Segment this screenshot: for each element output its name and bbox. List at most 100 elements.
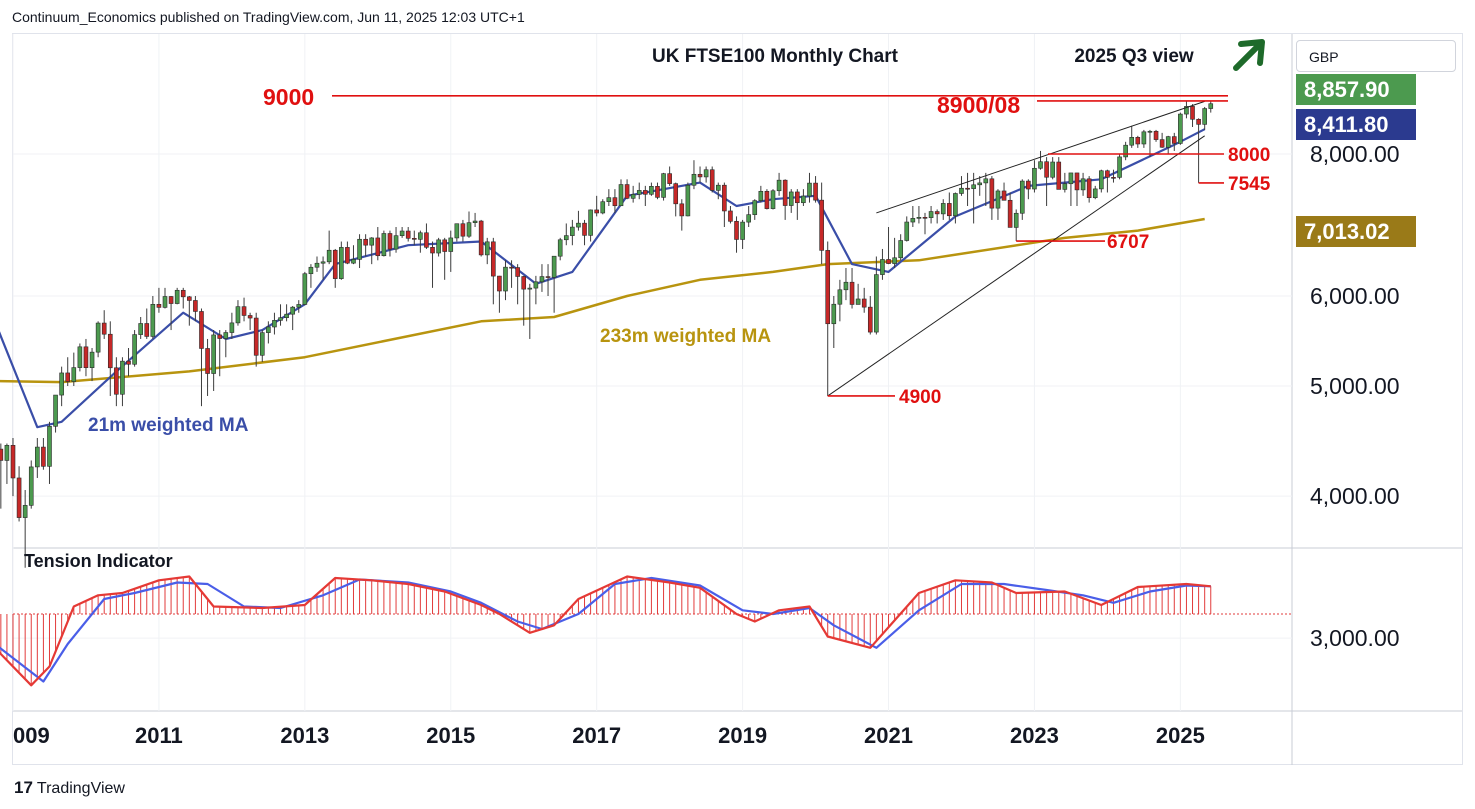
candle-body — [235, 306, 241, 324]
candle-body — [387, 233, 393, 250]
candle-body — [886, 259, 891, 264]
candle-body — [101, 322, 107, 335]
candle-body — [1050, 161, 1055, 178]
candle-body — [217, 334, 223, 339]
candle-body — [606, 197, 612, 203]
candle-body — [715, 184, 721, 191]
candle-body — [436, 239, 441, 254]
candle-body — [1190, 106, 1195, 120]
candle-body — [813, 182, 818, 201]
candle-body — [661, 173, 666, 198]
candle-body — [95, 322, 101, 353]
candle-body — [430, 247, 435, 254]
candle-body — [1062, 183, 1068, 190]
candle-body — [399, 230, 405, 236]
candle-body — [205, 348, 210, 374]
candle-body — [1026, 180, 1031, 190]
candle-body — [521, 276, 527, 290]
candle-body — [1099, 170, 1104, 190]
candle-body — [41, 446, 46, 467]
candle-body — [150, 303, 156, 337]
candle-body — [223, 332, 229, 339]
candle-body — [35, 446, 40, 468]
candle-body — [740, 221, 745, 240]
candle-body — [582, 222, 587, 236]
candle-body — [1044, 161, 1049, 178]
candle-body — [734, 221, 739, 240]
candle-body — [874, 274, 879, 333]
candle-body — [53, 394, 58, 427]
candle-body — [199, 311, 204, 349]
candle-body — [995, 190, 1001, 209]
candle-body — [1019, 180, 1025, 214]
candle-body — [1153, 130, 1159, 140]
candle-body — [1123, 144, 1128, 158]
candle-body — [193, 300, 198, 312]
candle-body — [1032, 167, 1037, 190]
candle-body — [47, 426, 52, 467]
x-tick-label: 2021 — [864, 723, 913, 748]
candle-body — [539, 276, 545, 283]
candle-body — [1001, 190, 1007, 201]
candle-body — [180, 289, 186, 298]
candle-body — [174, 289, 180, 304]
candle-body — [922, 217, 928, 219]
candle-body — [296, 304, 302, 308]
currency-selector[interactable]: GBP — [1296, 40, 1456, 72]
candle-body — [266, 326, 271, 333]
level-9000-label: 9000 — [263, 84, 314, 110]
candle-body — [533, 281, 539, 289]
candle-body — [259, 332, 265, 356]
candle-body — [673, 183, 679, 205]
candle-body — [977, 182, 983, 186]
tradingview-logo[interactable]: 17 TradingView — [14, 778, 125, 798]
candle-body — [934, 211, 940, 215]
candle-body — [351, 259, 356, 264]
candle-body — [880, 259, 885, 275]
candle-body — [563, 235, 569, 241]
candle-body — [77, 346, 83, 368]
candle-body — [1208, 103, 1214, 109]
candle-body — [241, 306, 247, 316]
candle-body — [120, 360, 125, 395]
candle-body — [527, 287, 533, 290]
candle-body — [849, 281, 855, 305]
candle-body — [764, 190, 770, 209]
candle-body — [947, 203, 952, 217]
candle-body — [752, 200, 758, 215]
candle-body — [667, 173, 672, 184]
tv-mark-icon: 17 — [14, 778, 33, 797]
candle-body — [588, 209, 593, 236]
x-tick-label: 2011 — [135, 723, 183, 748]
candle-body — [807, 182, 812, 197]
y-tick-label: 5,000.00 — [1310, 373, 1400, 399]
ma21-line — [0, 128, 1206, 429]
candle-body — [187, 296, 192, 301]
candle-body — [114, 367, 119, 395]
candle-body — [831, 303, 837, 325]
x-tick-label: 2019 — [718, 723, 767, 748]
candle-body — [284, 313, 289, 318]
candle-body — [679, 203, 685, 217]
ma21-label: 21m weighted MA — [88, 415, 249, 436]
candle-body — [509, 266, 514, 269]
candle-body — [910, 218, 916, 223]
y-tick-label: 4,000.00 — [1310, 483, 1400, 509]
candle-body — [0, 448, 4, 461]
candle-body — [375, 237, 381, 257]
candle-body — [83, 346, 89, 368]
candle-body — [454, 223, 460, 239]
candle-body — [801, 195, 806, 204]
candle-body — [229, 322, 235, 333]
candle-body — [940, 203, 946, 215]
candle-body — [570, 226, 575, 236]
candle-body — [685, 184, 691, 217]
candle-body — [478, 220, 484, 256]
candle-body — [1171, 136, 1177, 144]
candle-body — [10, 445, 16, 479]
candle-body — [618, 184, 624, 207]
candle-body — [898, 240, 903, 259]
osc-fast-line — [0, 575, 1211, 687]
candle-body — [892, 257, 897, 264]
